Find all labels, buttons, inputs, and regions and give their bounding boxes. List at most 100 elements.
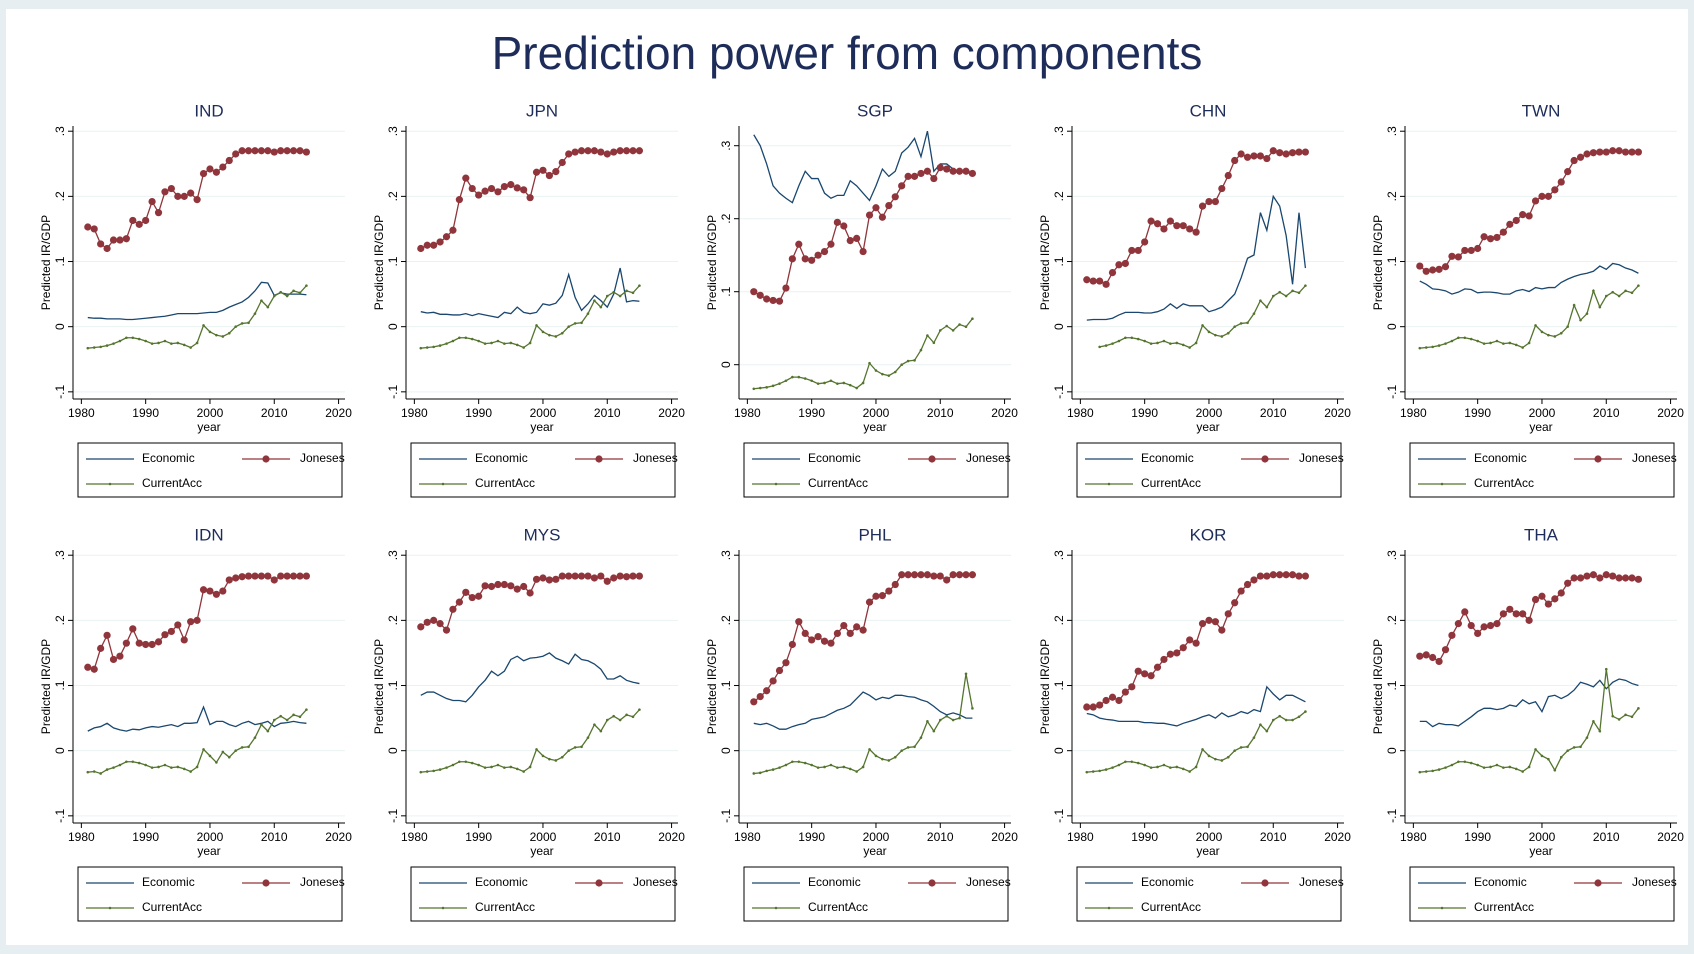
point-marker <box>430 241 438 249</box>
point-marker <box>878 592 886 600</box>
point-marker <box>586 312 590 315</box>
y-tick-label: -.1 <box>53 809 67 823</box>
point-marker <box>1265 305 1269 309</box>
legend-label: CurrentAcc <box>142 476 202 490</box>
point-marker <box>1630 291 1634 295</box>
panel-title: SGP <box>857 101 893 120</box>
point-marker <box>1098 769 1101 773</box>
point-marker <box>170 766 173 769</box>
point-marker <box>1201 324 1204 327</box>
point-marker <box>599 305 603 309</box>
legend-label: Economic <box>808 875 861 889</box>
point-marker <box>1301 572 1310 580</box>
point-marker <box>788 255 796 263</box>
point-marker <box>1297 715 1301 719</box>
point-marker <box>1218 626 1226 634</box>
point-marker <box>234 749 237 752</box>
panel: THA -.1 0 .1 .2 .3 1980 1990 2000 2010 2020 year Pre… <box>1371 525 1684 922</box>
point-marker <box>272 718 276 722</box>
point-marker <box>1489 341 1492 345</box>
point-marker <box>919 348 923 352</box>
point-marker <box>522 346 525 349</box>
point-marker <box>801 629 809 637</box>
point-marker <box>1143 339 1146 343</box>
point-marker <box>1173 222 1181 230</box>
point-marker <box>885 201 893 210</box>
point-marker <box>189 770 192 773</box>
point-marker <box>195 341 199 345</box>
point-marker <box>1547 333 1550 337</box>
y-tick-label: 0 <box>719 361 733 368</box>
point-marker <box>1156 765 1159 769</box>
point-marker <box>1448 631 1456 639</box>
point-marker <box>1572 303 1576 307</box>
point-marker <box>1469 761 1473 765</box>
point-marker <box>1233 749 1236 752</box>
point-marker <box>631 715 635 719</box>
point-marker <box>142 216 150 225</box>
panel: JPN -.1 0 .1 .2 .3 1980 1990 2000 2010 2020 year Pre… <box>372 101 685 498</box>
point-marker <box>593 723 596 726</box>
point-marker <box>1493 620 1501 628</box>
point-marker <box>458 336 461 340</box>
point-marker <box>253 736 257 739</box>
point-marker <box>1301 148 1310 156</box>
point-marker <box>247 745 250 749</box>
point-marker <box>1514 767 1518 771</box>
point-marker <box>565 150 573 158</box>
point-marker <box>103 631 111 639</box>
y-axis-label: Predicted IR/GDP <box>1371 215 1385 310</box>
point-marker <box>148 197 156 206</box>
point-marker <box>584 572 592 580</box>
legend-label: Economic <box>475 875 528 889</box>
point-marker <box>836 766 839 769</box>
point-marker <box>500 182 508 191</box>
point-marker <box>1192 639 1200 647</box>
x-axis-label: year <box>1196 844 1219 858</box>
point-marker <box>597 572 605 580</box>
legend-box <box>77 442 343 498</box>
point-marker <box>1104 768 1108 771</box>
point-marker <box>494 188 502 196</box>
point-marker <box>1457 336 1460 340</box>
point-marker <box>560 755 564 759</box>
point-marker <box>898 182 906 190</box>
point-marker <box>881 757 884 761</box>
point-marker <box>1205 197 1213 206</box>
point-marker <box>539 574 547 582</box>
point-marker <box>874 754 878 758</box>
legend-label: Joneses <box>633 451 678 465</box>
point-marker <box>795 618 803 626</box>
y-tick-label: .2 <box>719 213 733 223</box>
point-marker <box>193 616 201 624</box>
point-marker <box>1250 152 1258 160</box>
panel: MYS -.1 0 .1 .2 .3 1980 1990 2000 2010 2020 year Pre… <box>372 525 685 922</box>
point-marker <box>1416 262 1424 270</box>
point-marker <box>861 765 865 769</box>
point-marker <box>112 342 115 345</box>
x-tick-label: 1980 <box>734 406 761 420</box>
point-marker <box>865 598 874 606</box>
point-marker <box>1431 769 1434 773</box>
point-marker <box>1538 592 1546 600</box>
point-marker <box>1218 184 1226 193</box>
point-marker <box>1291 718 1294 722</box>
point-marker <box>930 174 938 183</box>
point-marker <box>1534 324 1537 327</box>
point-marker <box>285 718 289 722</box>
point-marker <box>234 325 237 328</box>
point-marker <box>1169 342 1172 345</box>
y-tick-label: .3 <box>1052 550 1066 560</box>
point-marker <box>904 172 912 180</box>
point-marker <box>1486 621 1495 630</box>
point-marker <box>264 147 272 155</box>
point-marker <box>1237 587 1245 595</box>
point-marker <box>1278 290 1281 294</box>
point-marker <box>208 754 212 758</box>
point-marker <box>1495 763 1499 767</box>
point-marker <box>238 147 246 155</box>
point-marker <box>541 330 545 334</box>
x-tick-label: 2020 <box>1657 830 1684 844</box>
point-marker <box>638 284 641 287</box>
point-marker <box>1111 342 1114 345</box>
